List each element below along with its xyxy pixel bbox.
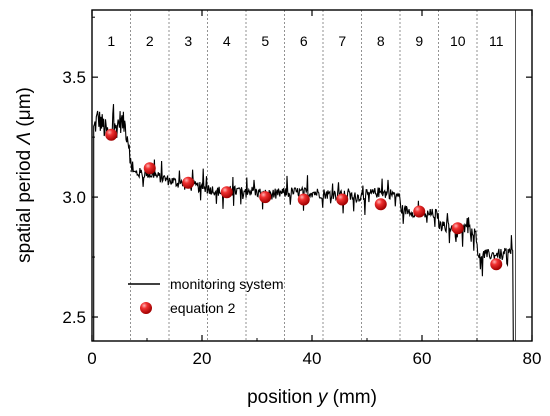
marker-point	[490, 258, 503, 271]
section-label-6: 6	[300, 33, 308, 49]
section-label-2: 2	[146, 33, 154, 49]
y-tick-label: 2.5	[62, 308, 86, 327]
section-label-10: 10	[450, 33, 466, 49]
marker-point	[336, 193, 349, 206]
y-axis-title: spatial period Λ (μm)	[14, 87, 35, 263]
axis-ticks: 0 20 40 60 80 2.5 3.0 3.5	[62, 10, 541, 368]
marker-point	[413, 205, 426, 218]
legend: monitoring system equation 2	[128, 276, 284, 316]
legend-label-equation-2: equation 2	[170, 300, 236, 316]
section-label-9: 9	[415, 33, 423, 49]
section-label-11: 11	[489, 33, 504, 49]
x-axis-title: position y (mm)	[247, 387, 377, 408]
section-label-7: 7	[338, 33, 346, 49]
section-label-4: 4	[223, 33, 231, 49]
marker-point	[105, 128, 118, 141]
section-label-5: 5	[261, 33, 269, 49]
section-label-8: 8	[377, 33, 385, 49]
x-tick-label: 60	[413, 349, 432, 368]
section-label-1: 1	[107, 33, 115, 49]
section-gridlines	[130, 10, 516, 341]
x-tick-label: 80	[523, 349, 542, 368]
marker-point	[451, 222, 464, 235]
marker-point	[220, 186, 233, 199]
marker-point	[259, 191, 272, 204]
marker-point	[182, 176, 195, 189]
marker-point	[374, 198, 387, 211]
legend-label-monitoring-system: monitoring system	[170, 276, 284, 292]
marker-point	[143, 162, 156, 175]
x-tick-label: 0	[87, 349, 96, 368]
x-tick-label: 40	[303, 349, 322, 368]
marker-point	[297, 193, 310, 206]
legend-marker-swatch	[140, 302, 152, 314]
plot-area	[92, 10, 532, 341]
series-markers-equation-2	[105, 128, 503, 271]
section-label-3: 3	[184, 33, 192, 49]
y-tick-label: 3.5	[62, 68, 86, 87]
x-tick-label: 20	[193, 349, 212, 368]
section-labels: 1 2 3 4 5 6 7 8 9 10 11	[107, 33, 503, 49]
y-tick-label: 3.0	[62, 188, 86, 207]
